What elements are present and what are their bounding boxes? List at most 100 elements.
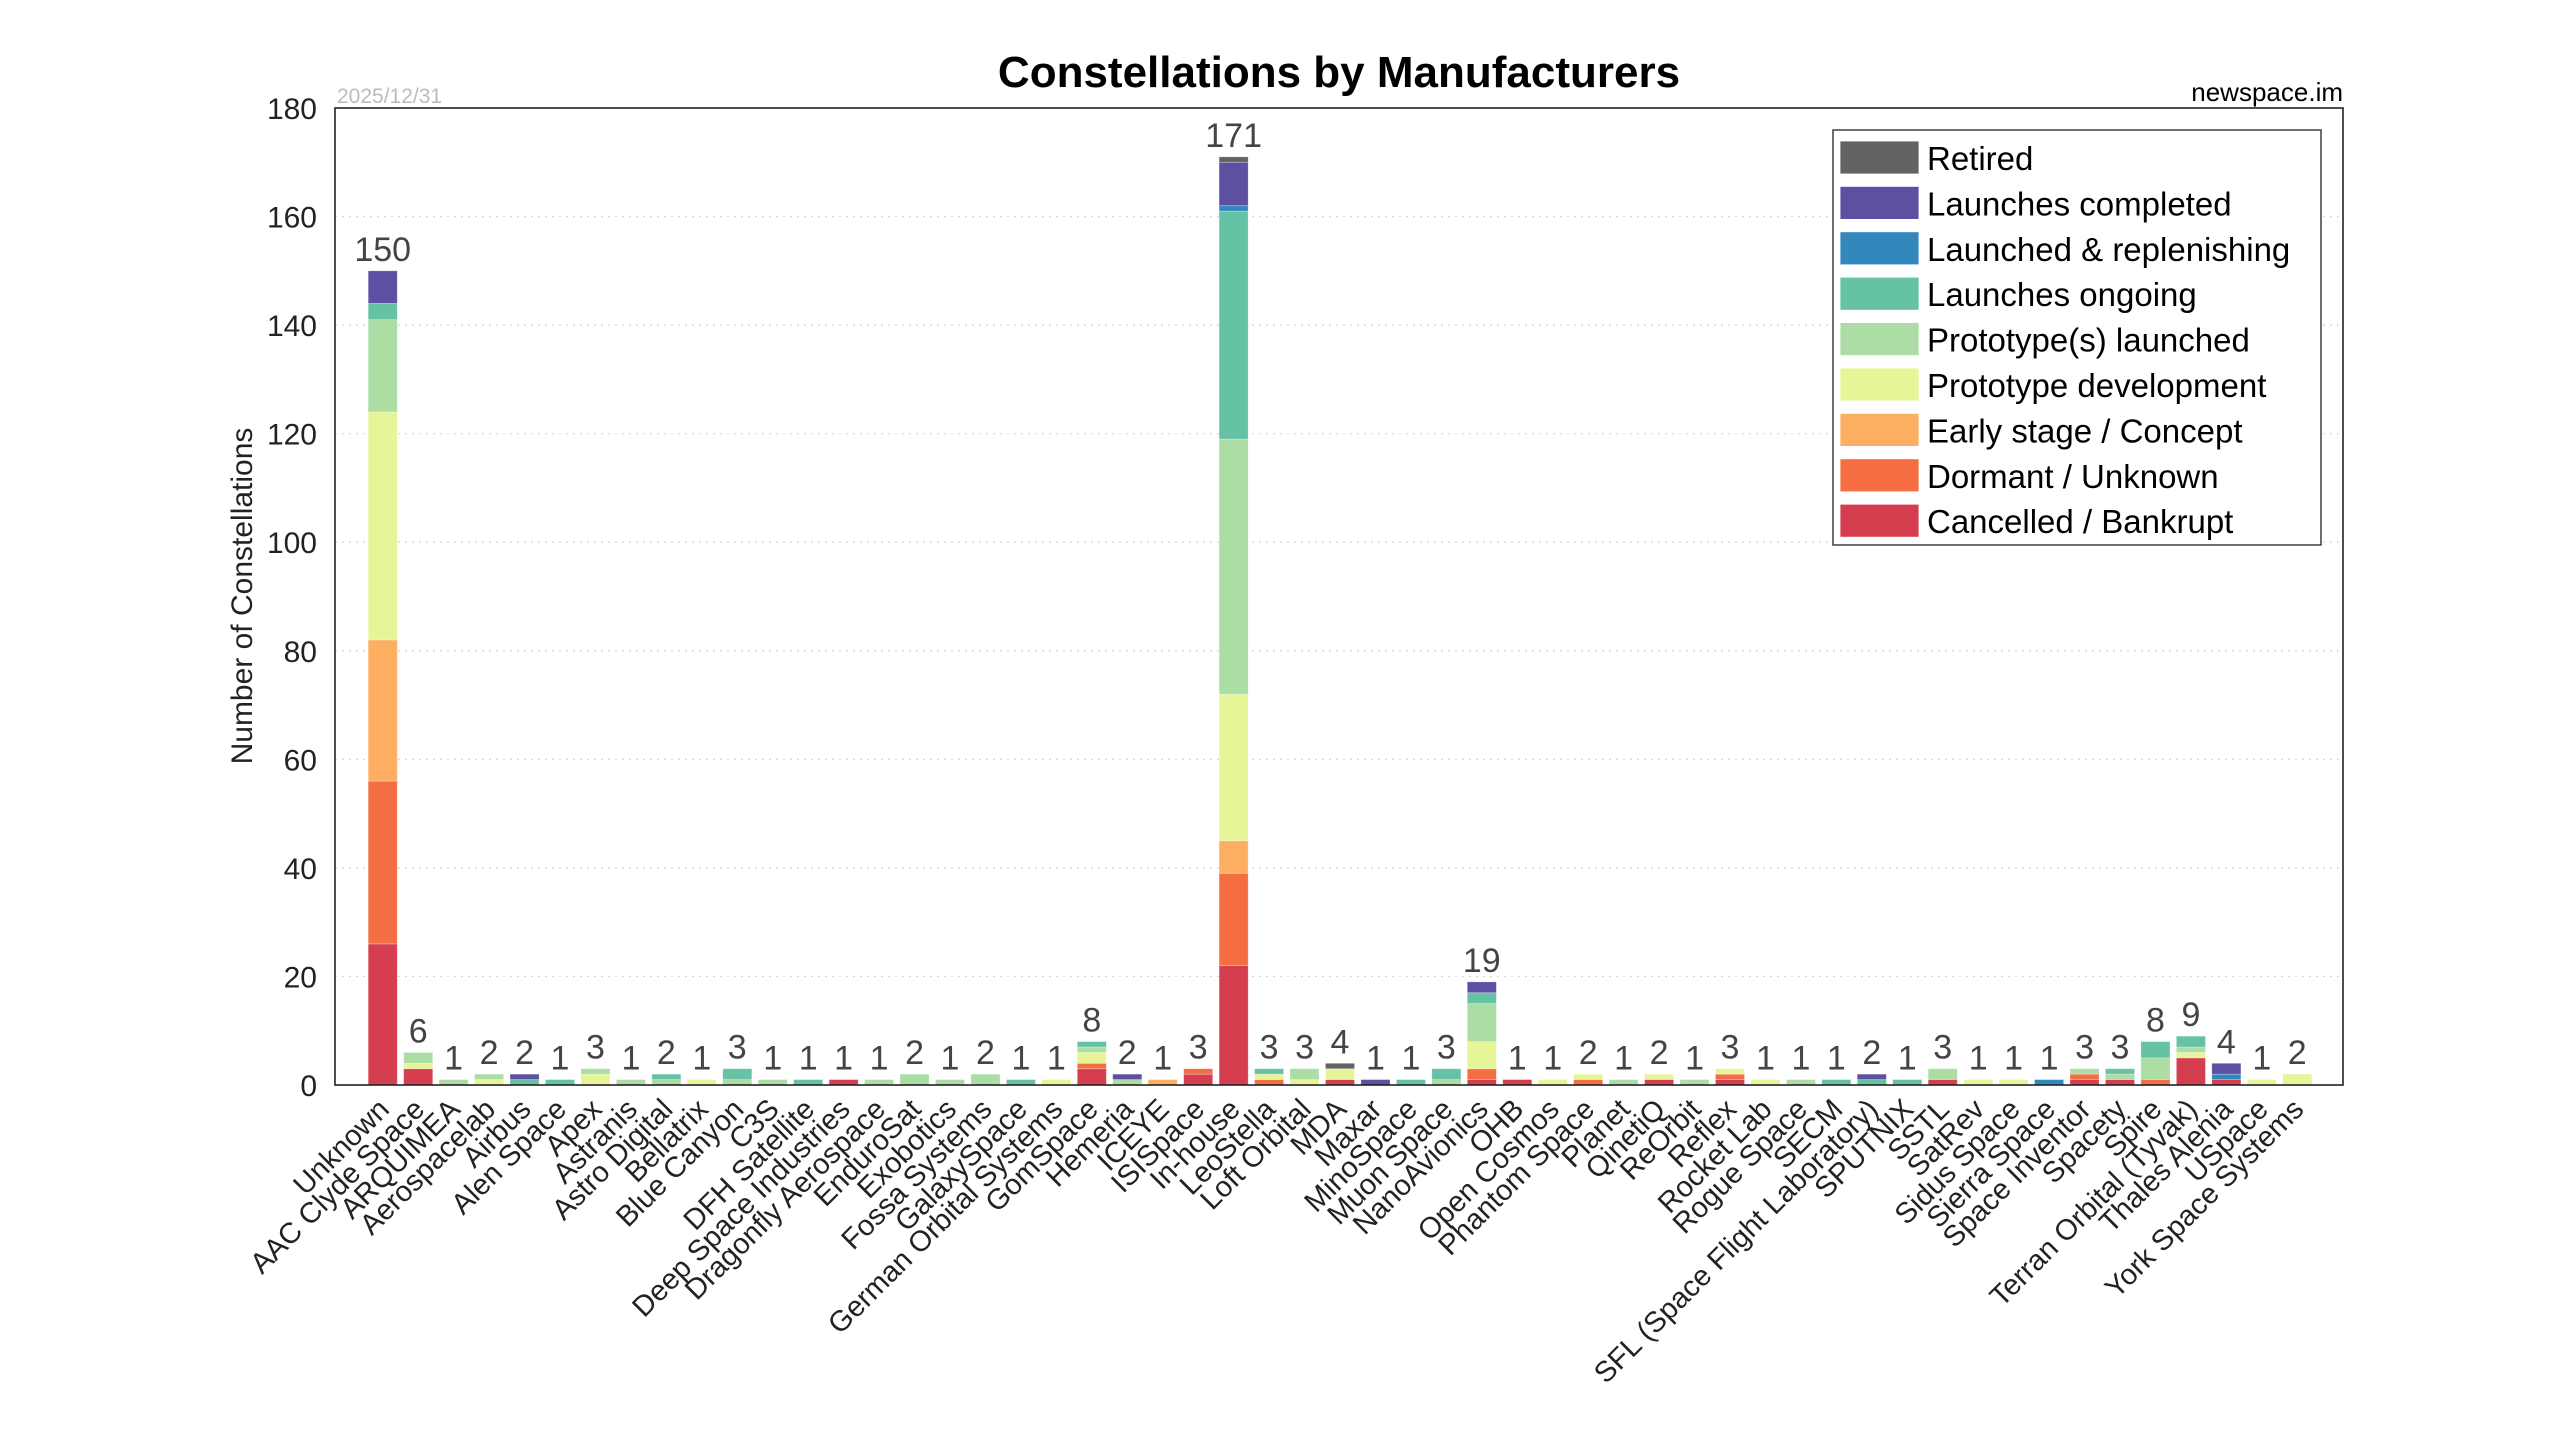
y-axis-label: Number of Constellations (226, 428, 259, 765)
bar-total-label: 1 (1508, 1040, 1527, 1078)
bar-total-label: 1 (834, 1040, 853, 1078)
bar-total-label: 6 (409, 1012, 428, 1050)
bar-segment (367, 639, 398, 782)
bar-segment (438, 1079, 469, 1086)
bar-segment (1466, 981, 1497, 994)
bar-total-label: 2 (1579, 1034, 1598, 1072)
bar-segment (1856, 1073, 1887, 1080)
bar-segment (2105, 1068, 2135, 1075)
bar-segment (1076, 1062, 1107, 1070)
bar-segment (1927, 1079, 1958, 1086)
bar-segment (970, 1073, 1001, 1086)
bar-segment (1041, 1079, 1072, 1086)
bar-segment (1254, 1073, 1285, 1080)
bar-segment (580, 1073, 611, 1086)
bar-segment (1112, 1073, 1143, 1080)
bar-total-label: 1 (1969, 1040, 1988, 1078)
bar-segment (1218, 872, 1249, 966)
bar-total-label: 2 (976, 1034, 995, 1072)
bar-segment (1466, 1079, 1497, 1086)
bar-segment (651, 1073, 682, 1080)
bar-segment (2140, 1079, 2171, 1086)
legend: Retired Launches completed Launched & repl… (1832, 129, 2322, 546)
bar-segment (1076, 1068, 1107, 1086)
bar-segment (1218, 156, 1249, 163)
bar-segment (403, 1052, 434, 1064)
bar-total-label: 3 (728, 1029, 747, 1067)
bar-total-label: 3 (1721, 1029, 1740, 1067)
bar-total-label: 1 (444, 1040, 463, 1078)
bar-segment (1005, 1079, 1036, 1086)
bar-total-label: 2 (2288, 1034, 2307, 1072)
bar-segment (1218, 965, 1249, 1086)
bar-segment (1076, 1046, 1107, 1053)
bar-segment (1537, 1079, 1568, 1086)
bar-total-label: 2 (1650, 1034, 1669, 1072)
bar-total-label: 1 (621, 1040, 640, 1078)
bar-total-label: 1 (1614, 1040, 1633, 1078)
bar-segment (1325, 1062, 1355, 1070)
bar-total-label: 1 (1756, 1040, 1775, 1078)
bar-segment (1183, 1073, 1214, 1086)
bar-segment (651, 1079, 682, 1086)
bar-segment (367, 270, 398, 304)
bar-segment (722, 1068, 753, 1080)
bar-total-label: 1 (1011, 1040, 1030, 1078)
bar-total-label: 1 (799, 1040, 818, 1078)
bar-segment (1431, 1068, 1462, 1080)
bar-segment (793, 1079, 824, 1086)
y-tick-label: 40 (284, 853, 317, 886)
bar-segment (1254, 1068, 1285, 1075)
bar-segment (1856, 1079, 1887, 1086)
bar-total-label: 3 (1189, 1029, 1208, 1067)
bar-segment (1218, 693, 1249, 842)
bar-segment (1289, 1079, 1320, 1086)
bar-total-label: 2 (905, 1034, 924, 1072)
bar-segment (2140, 1057, 2171, 1080)
bar-segment (1466, 1003, 1497, 1042)
legend-swatch (1839, 322, 1920, 357)
bar-segment (1608, 1079, 1639, 1086)
bar-total-label: 1 (1685, 1040, 1704, 1078)
bar-segment (1715, 1079, 1745, 1086)
bar-segment (474, 1073, 505, 1080)
y-tick-label: 0 (300, 1070, 317, 1103)
bar-segment (1218, 210, 1249, 440)
bar-total-label: 8 (1082, 1002, 1101, 1040)
bar-total-label: 2 (1118, 1034, 1137, 1072)
bar-segment (1679, 1079, 1710, 1086)
bar-segment (757, 1079, 788, 1086)
bar-total-label: 1 (1898, 1040, 1917, 1078)
y-tick-label: 100 (267, 527, 317, 560)
bar-segment (474, 1079, 505, 1086)
bar-total-label: 1 (2252, 1040, 2271, 1078)
legend-swatch (1839, 367, 1920, 402)
bar-segment (615, 1079, 646, 1086)
plot-frame (334, 107, 2344, 1086)
bar-segment (1644, 1079, 1675, 1086)
bar-segment (864, 1079, 895, 1086)
bar-segment (1750, 1079, 1781, 1086)
bar-segment (403, 1068, 434, 1086)
bar-segment (2175, 1057, 2206, 1086)
bar-total-label: 1 (941, 1040, 960, 1078)
bar-segment (1715, 1073, 1745, 1080)
bar-segment (2140, 1041, 2171, 1059)
bar-segment (1644, 1073, 1675, 1080)
bar-segment (1112, 1079, 1143, 1086)
bar-segment (1466, 992, 1497, 1004)
legend-label: Launches completed (1927, 185, 2232, 222)
bar-segment (2069, 1073, 2100, 1080)
bar-segment (509, 1079, 540, 1086)
bar-segment (1998, 1079, 2029, 1086)
bar-total-label: 1 (2004, 1040, 2023, 1078)
bar-total-label: 2 (515, 1034, 534, 1072)
bar-total-label: 1 (692, 1040, 711, 1078)
bar-segment (2211, 1062, 2242, 1075)
bar-segment (2105, 1079, 2135, 1086)
legend-swatch (1839, 140, 1920, 175)
bar-segment (1431, 1079, 1462, 1086)
legend-label: Early stage / Concept (1927, 412, 2243, 449)
